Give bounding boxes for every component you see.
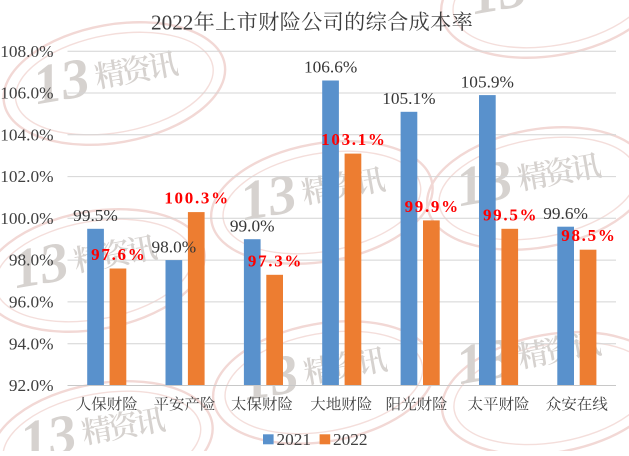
svg-text:2021: 2021 xyxy=(277,430,312,449)
svg-text:96.0%: 96.0% xyxy=(9,293,54,312)
svg-text:99.0%: 99.0% xyxy=(230,216,275,235)
svg-text:97.3%: 97.3% xyxy=(248,251,303,270)
svg-text:106.0%: 106.0% xyxy=(0,84,53,103)
svg-text:99.5%: 99.5% xyxy=(73,206,118,225)
svg-text:94.0%: 94.0% xyxy=(9,334,54,353)
svg-text:99.5%: 99.5% xyxy=(483,205,538,224)
svg-text:98.5%: 98.5% xyxy=(561,226,616,245)
svg-text:108.0%: 108.0% xyxy=(0,42,53,61)
svg-text:2022: 2022 xyxy=(151,10,193,34)
svg-text:92.0%: 92.0% xyxy=(9,376,54,395)
svg-text:102.0%: 102.0% xyxy=(0,167,53,186)
svg-text:104.0%: 104.0% xyxy=(0,125,53,144)
svg-text:97.6%: 97.6% xyxy=(91,245,146,264)
svg-text:100.3%: 100.3% xyxy=(164,189,229,208)
svg-text:99.9%: 99.9% xyxy=(405,197,460,216)
svg-text:105.9%: 105.9% xyxy=(461,72,514,91)
svg-text:99.6%: 99.6% xyxy=(543,204,588,223)
svg-text:98.0%: 98.0% xyxy=(151,237,196,256)
svg-text:106.6%: 106.6% xyxy=(304,58,357,77)
svg-text:100.0%: 100.0% xyxy=(0,209,53,228)
svg-text:98.0%: 98.0% xyxy=(9,251,54,270)
svg-text:2022: 2022 xyxy=(333,430,368,449)
svg-text:105.1%: 105.1% xyxy=(382,89,435,108)
svg-text:103.1%: 103.1% xyxy=(321,130,386,149)
